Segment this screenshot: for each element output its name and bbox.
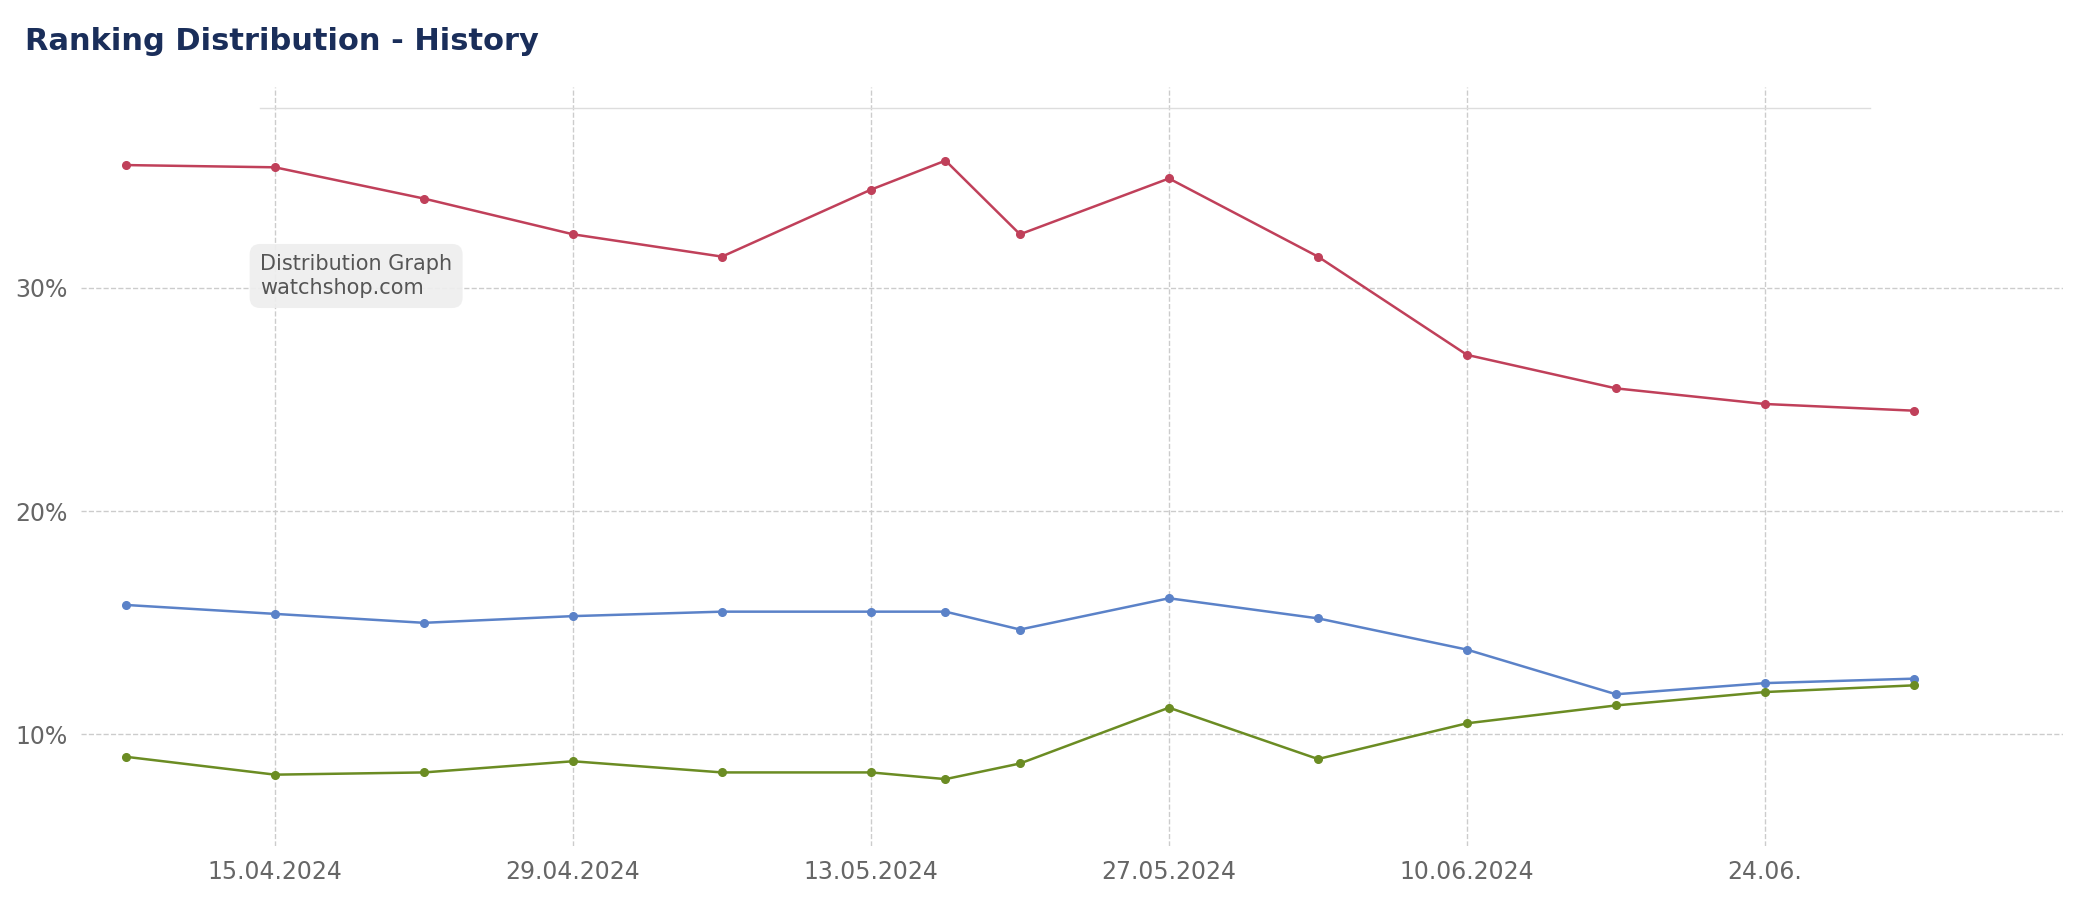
Text: Distribution Graph
watchshop.com: Distribution Graph watchshop.com xyxy=(260,254,453,298)
Text: Ranking Distribution - History: Ranking Distribution - History xyxy=(25,27,538,56)
